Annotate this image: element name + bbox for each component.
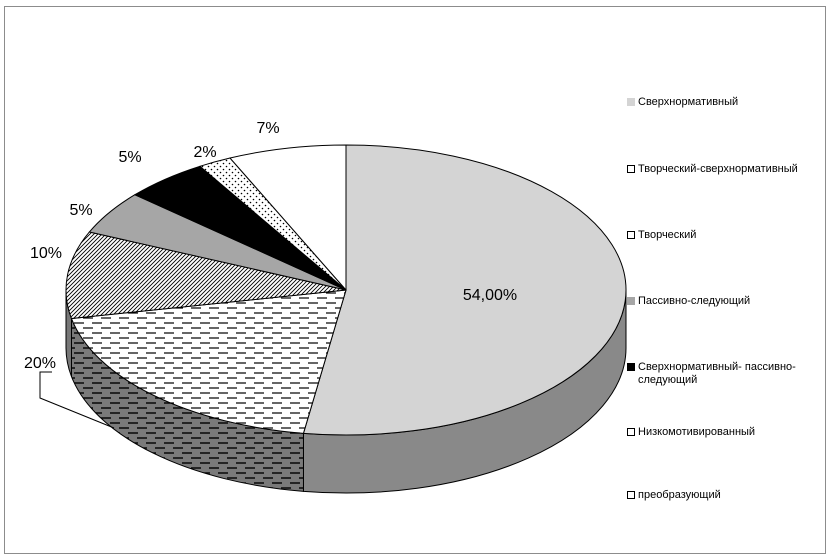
- legend-label: Сверхнормативный: [638, 96, 739, 108]
- legend-swatch: [627, 98, 635, 106]
- legend-item-сверхнормативный-пассивно-следующий: Сверхнормативный- пассивно- следующий: [627, 361, 796, 387]
- legend-swatch: [627, 231, 635, 239]
- slice-творческий: [65, 231, 347, 320]
- legend-swatch: [627, 363, 635, 371]
- chart-legend: Сверхнормативный Творческий-сверхнорматив…: [627, 96, 827, 516]
- data-label-преобразующий: 7%: [256, 120, 279, 137]
- legend-item-преобразующий: преобразующий: [627, 489, 721, 502]
- legend-item-низкомотивированный: Низкомотивированный: [627, 426, 755, 439]
- legend-swatch: [627, 165, 635, 173]
- leader-line: [39, 371, 115, 429]
- data-label-низкомотивированный: 2%: [193, 144, 216, 161]
- slice-преобразующий: [229, 144, 347, 292]
- legend-item-творческий: Творческий: [627, 229, 696, 242]
- legend-item-творческий-сверхнормативный: Творческий-сверхнормативный: [627, 163, 798, 176]
- legend-label: Сверхнормативный- пассивно- следующий: [638, 361, 796, 386]
- legend-swatch: [627, 491, 635, 499]
- legend-label: Пассивно-следующий: [638, 295, 751, 307]
- legend-label: преобразующий: [638, 489, 721, 501]
- data-label-творческий-сверхнормативный: 20%: [24, 355, 56, 372]
- data-label-сверхнормативный-пассивно-следующий: 5%: [118, 149, 141, 166]
- legend-swatch: [627, 297, 635, 305]
- legend-swatch: [627, 428, 635, 436]
- legend-label: Творческий-сверхнормативный: [638, 163, 798, 175]
- data-label-творческий: 10%: [30, 245, 62, 262]
- legend-label: Низкомотивированный: [638, 426, 756, 438]
- data-label-сверхнормативный: 54,00%: [463, 287, 517, 304]
- data-label-пассивно-следующий: 5%: [69, 202, 92, 219]
- legend-item-сверхнормативный: Сверхнормативный: [627, 96, 738, 109]
- legend-label: Творческий: [638, 229, 697, 241]
- slice-творческий-сверхнормативный: [70, 289, 347, 434]
- slice-сверхнормативный: [302, 144, 627, 436]
- legend-item-пассивно-следующий: Пассивно-следующий: [627, 295, 750, 308]
